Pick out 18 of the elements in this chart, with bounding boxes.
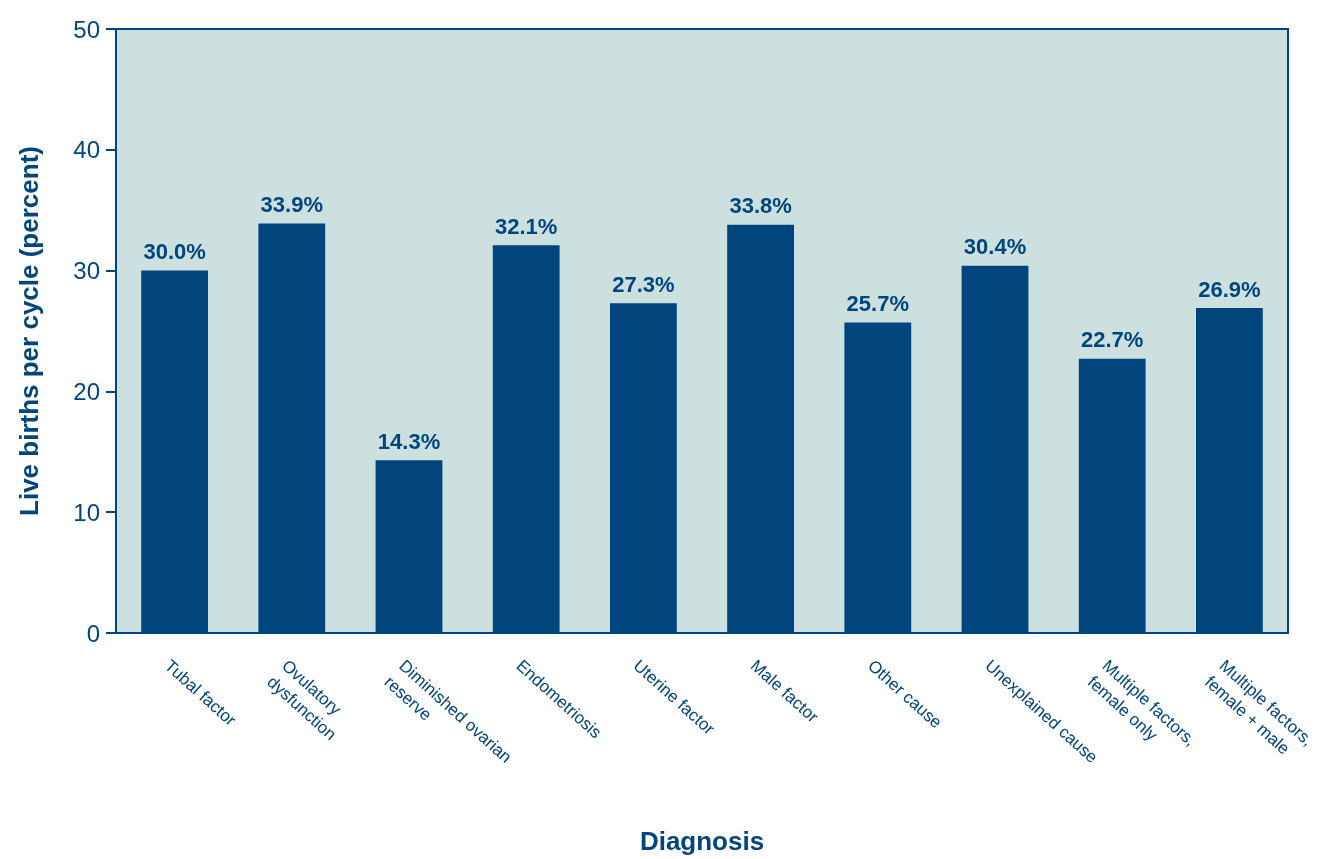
data-label: 33.8% (729, 193, 792, 219)
y-tick-label: 10 (73, 498, 100, 526)
y-axis-title: Live births per cycle (percent) (14, 146, 44, 516)
x-axis-title: Diagnosis (639, 826, 765, 856)
data-label: 30.0% (143, 239, 206, 265)
data-label: 27.3% (612, 271, 675, 297)
data-label: 22.7% (1081, 327, 1144, 353)
data-label: 30.4% (963, 234, 1027, 260)
y-tick-label: 20 (73, 377, 100, 405)
y-tick-label: 40 (73, 136, 100, 164)
data-label: 33.9% (260, 191, 323, 217)
y-tick-label: 30 (73, 257, 100, 285)
data-label: 14.3% (377, 428, 441, 454)
data-label: 26.9% (1198, 276, 1261, 302)
y-tick-label: 0 (86, 619, 100, 647)
data-label: 32.1% (495, 213, 558, 239)
y-tick-label: 50 (73, 15, 100, 43)
data-label: 25.7% (846, 291, 909, 317)
